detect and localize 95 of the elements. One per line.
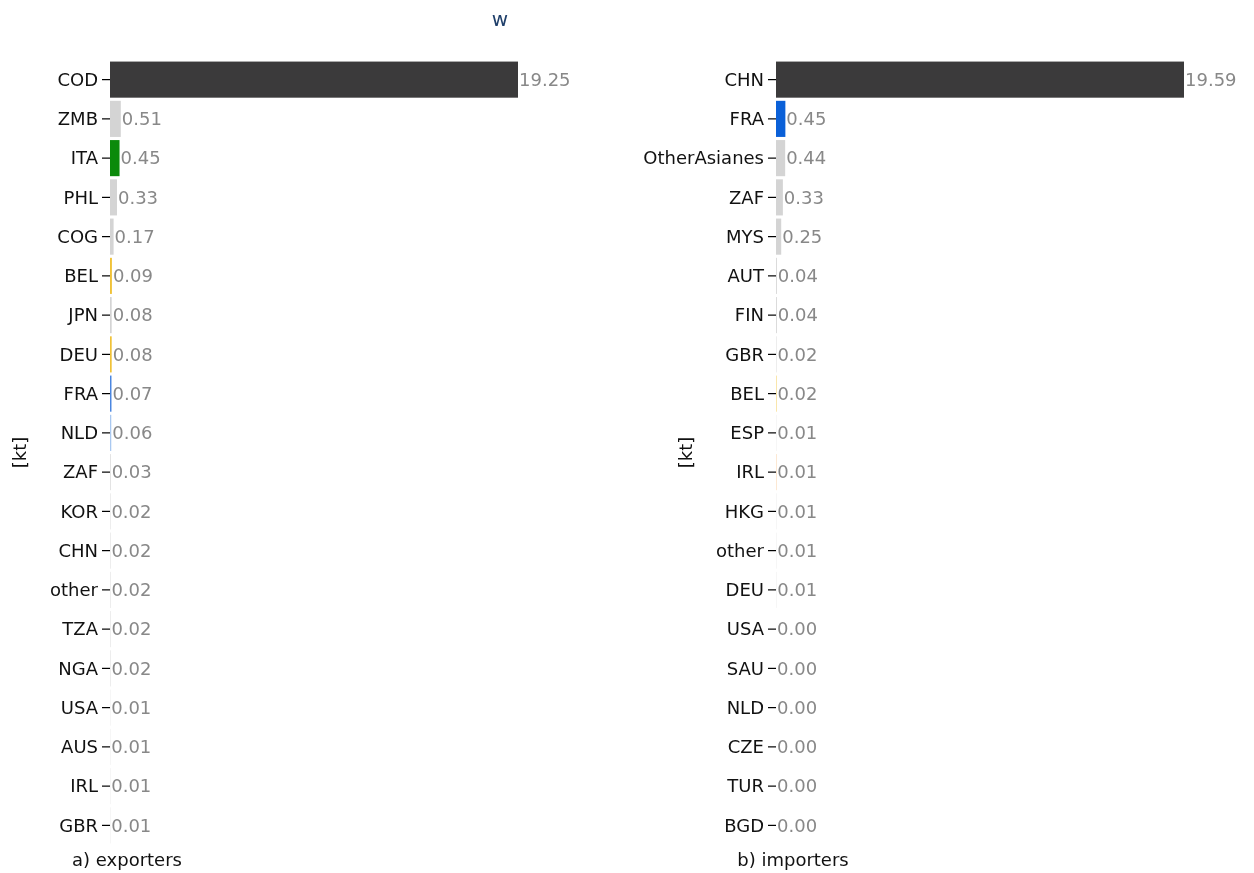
data-label: 0.01 (111, 775, 152, 797)
bar (776, 179, 783, 216)
data-label: 0.01 (777, 539, 818, 561)
y-tick-label: TZA (61, 618, 99, 640)
y-tick-label: COD (57, 68, 98, 90)
data-label: 0.04 (777, 304, 818, 326)
data-label: 0.02 (111, 657, 152, 679)
y-tick-label: KOR (60, 500, 98, 522)
bar (110, 61, 518, 98)
y-tick-label: IRL (70, 775, 98, 797)
y-tick-label: BGD (724, 814, 764, 836)
y-tick-label: FRA (63, 382, 99, 404)
data-label: 0.45 (786, 108, 827, 130)
data-label: 19.25 (519, 68, 571, 90)
bar (110, 140, 120, 177)
y-tick-label: AUT (727, 265, 765, 287)
y-tick-label: OtherAsianes (643, 147, 764, 169)
data-label: 0.00 (777, 814, 818, 836)
y-axis-title: [kt] (9, 436, 30, 469)
bar (110, 179, 117, 216)
y-tick-label: BEL (730, 382, 764, 404)
data-label: 0.25 (782, 225, 823, 247)
data-label: 0.45 (120, 147, 161, 169)
data-label: 0.17 (114, 225, 155, 247)
data-label: 0.07 (112, 382, 153, 404)
y-tick-label: CHN (58, 539, 98, 561)
y-tick-label: TUR (726, 775, 764, 797)
bar (110, 100, 121, 137)
data-label: 0.02 (111, 500, 152, 522)
y-tick-label: NLD (60, 422, 98, 444)
data-label: 0.01 (777, 461, 818, 483)
y-tick-label: SAU (726, 657, 764, 679)
y-tick-label: CZE (727, 736, 764, 758)
y-tick-label: GBR (725, 343, 764, 365)
y-tick-label: USA (60, 696, 99, 718)
data-label: 0.00 (777, 696, 818, 718)
y-tick-label: AUS (61, 736, 98, 758)
data-label: 0.33 (117, 186, 159, 208)
y-tick-label: DEU (59, 343, 98, 365)
x-axis-title: b) importers (737, 849, 849, 870)
y-tick-label: COG (57, 225, 98, 247)
y-tick-label: ZAF (63, 461, 98, 483)
bar (776, 218, 782, 255)
y-tick-label: ITA (70, 147, 99, 169)
data-label: 0.03 (111, 461, 152, 483)
data-label: 0.02 (111, 618, 152, 640)
y-tick-label: CHN (724, 68, 764, 90)
data-label: 0.06 (112, 422, 153, 444)
data-label: 19.59 (1185, 68, 1237, 90)
y-tick-label: USA (726, 618, 765, 640)
data-label: 0.00 (777, 736, 818, 758)
data-label: 0.00 (777, 657, 818, 679)
y-tick-label: IRL (736, 461, 764, 483)
y-tick-label: PHL (63, 186, 98, 208)
y-tick-label: ZMB (57, 108, 98, 130)
data-label: 0.01 (111, 736, 152, 758)
x-axis-title: a) exporters (72, 849, 182, 870)
y-tick-label: JPN (67, 304, 98, 326)
data-label: 0.44 (786, 147, 827, 169)
data-label: 0.04 (777, 265, 818, 287)
y-tick-label: ZAF (729, 186, 764, 208)
data-label: 0.00 (777, 775, 818, 797)
data-label: 0.01 (777, 500, 818, 522)
y-tick-label: MYS (726, 225, 764, 247)
data-label: 0.02 (111, 539, 152, 561)
y-tick-label: GBR (59, 814, 98, 836)
bar (776, 140, 786, 177)
data-label: 0.08 (112, 343, 153, 365)
y-axis-title: [kt] (675, 436, 696, 469)
data-label: 0.00 (777, 618, 818, 640)
bar (776, 100, 786, 137)
y-tick-label: NLD (726, 696, 764, 718)
y-tick-label: other (716, 539, 765, 561)
data-label: 0.01 (777, 579, 818, 601)
y-tick-label: FRA (729, 108, 765, 130)
bar (110, 218, 114, 255)
data-label: 0.08 (112, 304, 153, 326)
chart-title: w (491, 7, 509, 31)
data-label: 0.01 (777, 422, 818, 444)
data-label: 0.02 (777, 343, 818, 365)
y-tick-label: DEU (725, 579, 764, 601)
y-tick-label: other (50, 579, 99, 601)
y-tick-label: FIN (734, 304, 764, 326)
data-label: 0.33 (783, 186, 824, 208)
y-tick-label: ESP (730, 422, 765, 444)
bar (776, 61, 1184, 98)
data-label: 0.09 (112, 265, 153, 287)
data-label: 0.02 (111, 579, 152, 601)
y-tick-label: HKG (724, 500, 764, 522)
data-label: 0.51 (121, 108, 162, 130)
y-tick-label: BEL (64, 265, 98, 287)
y-tick-label: NGA (58, 657, 99, 679)
data-label: 0.02 (777, 382, 818, 404)
data-label: 0.01 (111, 696, 152, 718)
data-label: 0.01 (111, 814, 152, 836)
